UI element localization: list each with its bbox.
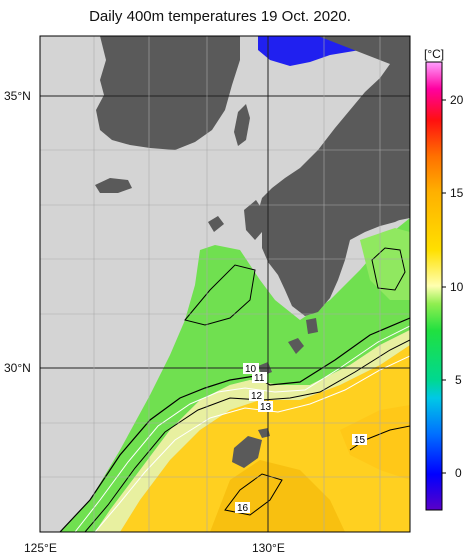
lon-label-130: 130°E bbox=[252, 541, 285, 555]
colorbar-tick-0: 0 bbox=[455, 466, 462, 480]
contour-label-12: 12 bbox=[251, 391, 263, 402]
warm-water-region bbox=[120, 345, 410, 532]
lat-label-30: 30°N bbox=[4, 361, 31, 375]
warm-east bbox=[340, 405, 410, 480]
goto-islands bbox=[208, 216, 224, 232]
contour-label-10: 10 bbox=[245, 364, 257, 375]
contour-label-11: 11 bbox=[254, 373, 265, 384]
tsushima-land bbox=[234, 104, 250, 146]
amami-land bbox=[232, 436, 262, 468]
contour-east-eddy bbox=[371, 247, 406, 291]
contour-11 bbox=[74, 325, 410, 532]
colorbar-unit: [°C] bbox=[424, 47, 444, 61]
colorbar: [°C] 0 5 10 15 20 bbox=[424, 47, 464, 511]
yakushima-land bbox=[288, 338, 304, 354]
japan-land bbox=[258, 36, 410, 316]
front-band bbox=[95, 330, 410, 532]
contour-label-15: 15 bbox=[354, 435, 366, 446]
contour-16 bbox=[224, 473, 283, 516]
contour-green-inner bbox=[184, 264, 256, 326]
map-title: Daily 400m temperatures 19 Oct. 2020. bbox=[89, 8, 351, 25]
lat-label-35: 35°N bbox=[4, 89, 31, 103]
cold-water-patch bbox=[360, 228, 410, 300]
contour-label-13: 13 bbox=[260, 402, 272, 413]
nodata-west bbox=[40, 225, 195, 532]
contour-13 bbox=[94, 355, 410, 532]
lon-label-125: 125°E bbox=[24, 541, 57, 555]
contour-10 bbox=[59, 317, 410, 532]
colorbar-tick-15: 15 bbox=[450, 186, 464, 200]
contour-lines bbox=[59, 247, 410, 532]
korea-land bbox=[96, 36, 240, 150]
tanegashima-land bbox=[306, 318, 318, 334]
colorbar-tick-5: 5 bbox=[455, 373, 462, 387]
colorbar-tick-10: 10 bbox=[450, 280, 464, 294]
plot-area: 10 11 12 13 15 16 bbox=[40, 36, 410, 532]
contour-label-16: 16 bbox=[237, 503, 249, 514]
plot-frame bbox=[39, 35, 411, 533]
colorbar-gradient bbox=[425, 61, 443, 511]
graticule bbox=[40, 36, 410, 532]
contour-labels: 10 11 12 13 15 16 bbox=[235, 363, 367, 514]
amami-islet bbox=[258, 428, 270, 438]
jeju-land bbox=[95, 178, 132, 193]
kyushu-west-land bbox=[244, 200, 264, 240]
colorbar-tick-20: 20 bbox=[450, 93, 464, 107]
